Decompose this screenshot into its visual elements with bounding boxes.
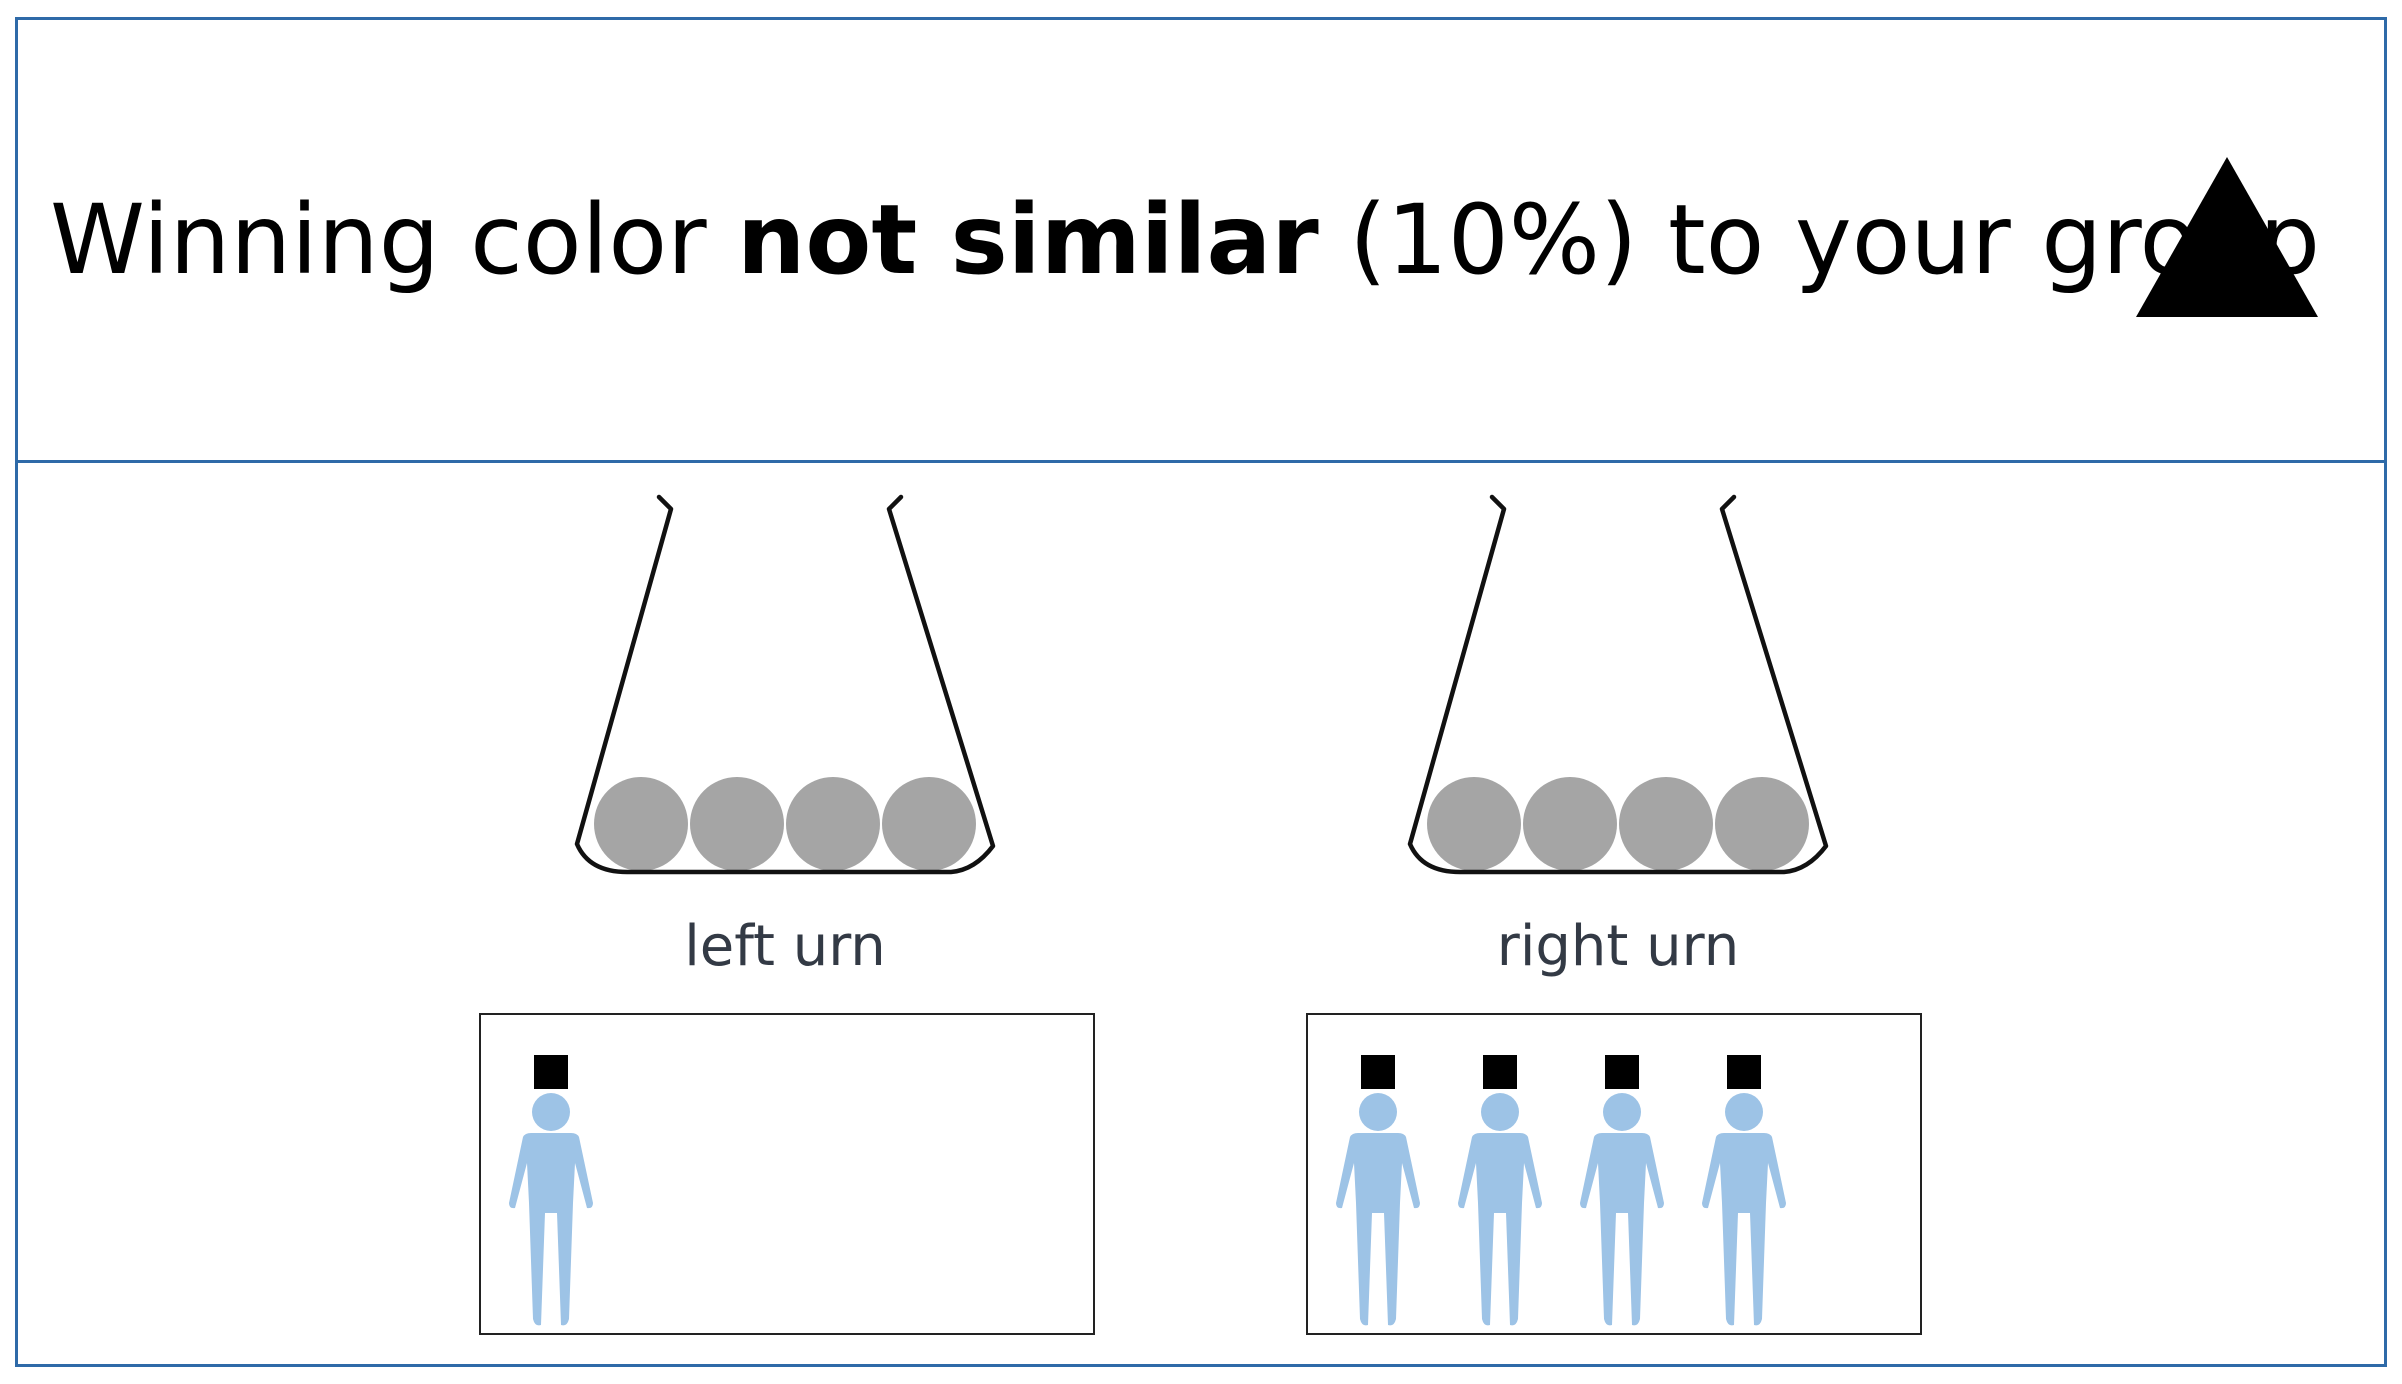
left-urn-outline [574, 494, 996, 875]
right-urn [1407, 494, 1829, 875]
person-head [1603, 1093, 1641, 1131]
square-marker-icon [1727, 1055, 1761, 1089]
square-marker-icon [1361, 1055, 1395, 1089]
triangle-icon [2136, 157, 2318, 317]
square-marker-icon [1605, 1055, 1639, 1089]
left-urn-ball [882, 777, 976, 871]
right-urn-outline [1407, 494, 1829, 875]
left-urn-balls [594, 777, 976, 871]
person-body [509, 1133, 593, 1326]
right-group-box [1306, 1013, 1922, 1335]
left-urn [574, 494, 996, 875]
person-head [1359, 1093, 1397, 1131]
right-urn-ball [1523, 777, 1617, 871]
person-icon [509, 1055, 593, 1326]
triangle-shape [2136, 157, 2318, 317]
left-urn-ball [594, 777, 688, 871]
left-urn-label: left urn [684, 914, 886, 979]
outer-frame [15, 17, 2387, 1367]
right-urn-ball [1619, 777, 1713, 871]
right-urn-label: right urn [1496, 914, 1740, 979]
headline-emphasis: not similar [737, 184, 1319, 296]
person-head [1725, 1093, 1763, 1131]
right-urn-ball [1427, 777, 1521, 871]
square-marker-icon [1483, 1055, 1517, 1089]
left-urn-ball [786, 777, 880, 871]
person-icon [1702, 1055, 1786, 1326]
right-urn-balls [1427, 777, 1809, 871]
header-panel [15, 17, 2387, 463]
person-body [1458, 1133, 1542, 1326]
square-marker-icon [534, 1055, 568, 1089]
right-urn-ball [1715, 777, 1809, 871]
left-urn-ball [690, 777, 784, 871]
person-icon [1336, 1055, 1420, 1326]
left-group-box [479, 1013, 1095, 1335]
person-body [1580, 1133, 1664, 1326]
person-head [532, 1093, 570, 1131]
person-head [1481, 1093, 1519, 1131]
headline-part-2: (10%) to your group [1318, 184, 2321, 296]
person-body [1702, 1133, 1786, 1326]
person-icon [1580, 1055, 1664, 1326]
person-body [1336, 1133, 1420, 1326]
headline-part-1: Winning color [50, 184, 738, 296]
person-icon [1458, 1055, 1542, 1326]
headline: Winning color not similar (10%) to your … [50, 180, 2320, 300]
